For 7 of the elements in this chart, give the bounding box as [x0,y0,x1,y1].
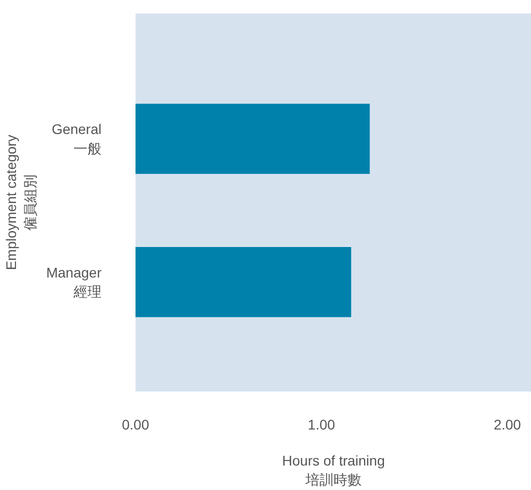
y-tick-label: Manager 經理 [46,264,102,300]
x-tick-label: 2.00 [494,416,522,432]
x-axis-title: Hours of training 培訓時數 [282,452,385,488]
x-tick-label: 1.00 [308,416,336,432]
y-axis-title: Employment category 僱員組別 [3,134,38,270]
y-tick-label: General 一般 [52,121,102,156]
x-tick-label: 0.00 [122,416,150,432]
